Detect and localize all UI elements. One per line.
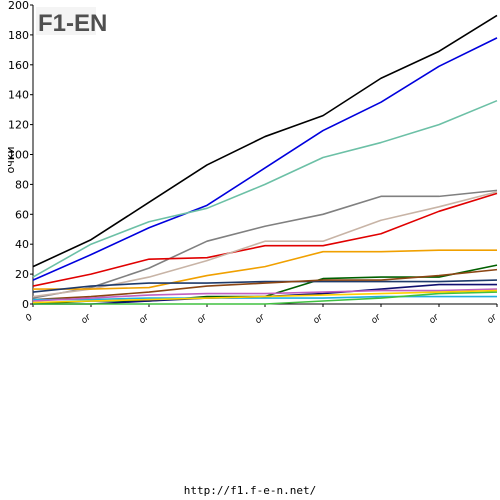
y-axis-label: очки [4,146,17,173]
series-layer [32,14,498,305]
y-tick-label: 120 [8,119,29,132]
x-tick-label: or [137,312,151,326]
f1-logo: F1-EN [36,7,107,37]
x-axis-ticks: 0 or or or or or or or or [24,304,500,326]
x-tick-label: or [427,312,441,326]
y-tick-label: 160 [8,59,29,72]
series-line-15 [32,289,498,304]
y-tick-label: 180 [8,29,29,42]
y-tick-label: 200 [8,0,29,12]
series-line-14 [33,291,498,305]
series-line-10 [32,268,498,301]
y-tick-label: 80 [15,178,29,191]
x-tick-label: or [311,312,325,326]
y-tick-label: 0 [22,298,29,311]
footer-url[interactable]: http://f1.f-e-n.net/ [183,484,317,497]
y-tick-label: 60 [15,208,29,221]
x-tick-label: or [485,312,499,326]
y-tick-label: 140 [8,89,29,102]
series-line-11 [33,295,497,301]
series-line-1 [32,14,498,268]
x-tick-label: or [195,312,209,326]
logo-text: F1-EN [38,10,107,37]
series-line-5 [32,192,498,287]
x-tick-label: or [79,312,93,326]
series-line-4 [32,189,498,299]
x-tick-label: or [369,312,383,326]
logo-background [36,7,96,35]
series-line-2 [32,37,498,281]
y-axis-ticks: 0 20 40 60 80 100 120 140 160 180 200 [8,0,33,311]
series-line-3 [32,99,498,278]
axes [32,5,497,305]
y-tick-label: 40 [15,238,29,251]
x-tick-label: 0 [24,312,35,324]
series-line-7 [33,249,497,290]
y-tick-label: 20 [15,268,29,281]
series-line-9 [32,279,498,293]
y-tick-label: 100 [8,149,29,162]
x-tick-label: or [253,312,267,326]
series-line-13 [32,288,498,302]
